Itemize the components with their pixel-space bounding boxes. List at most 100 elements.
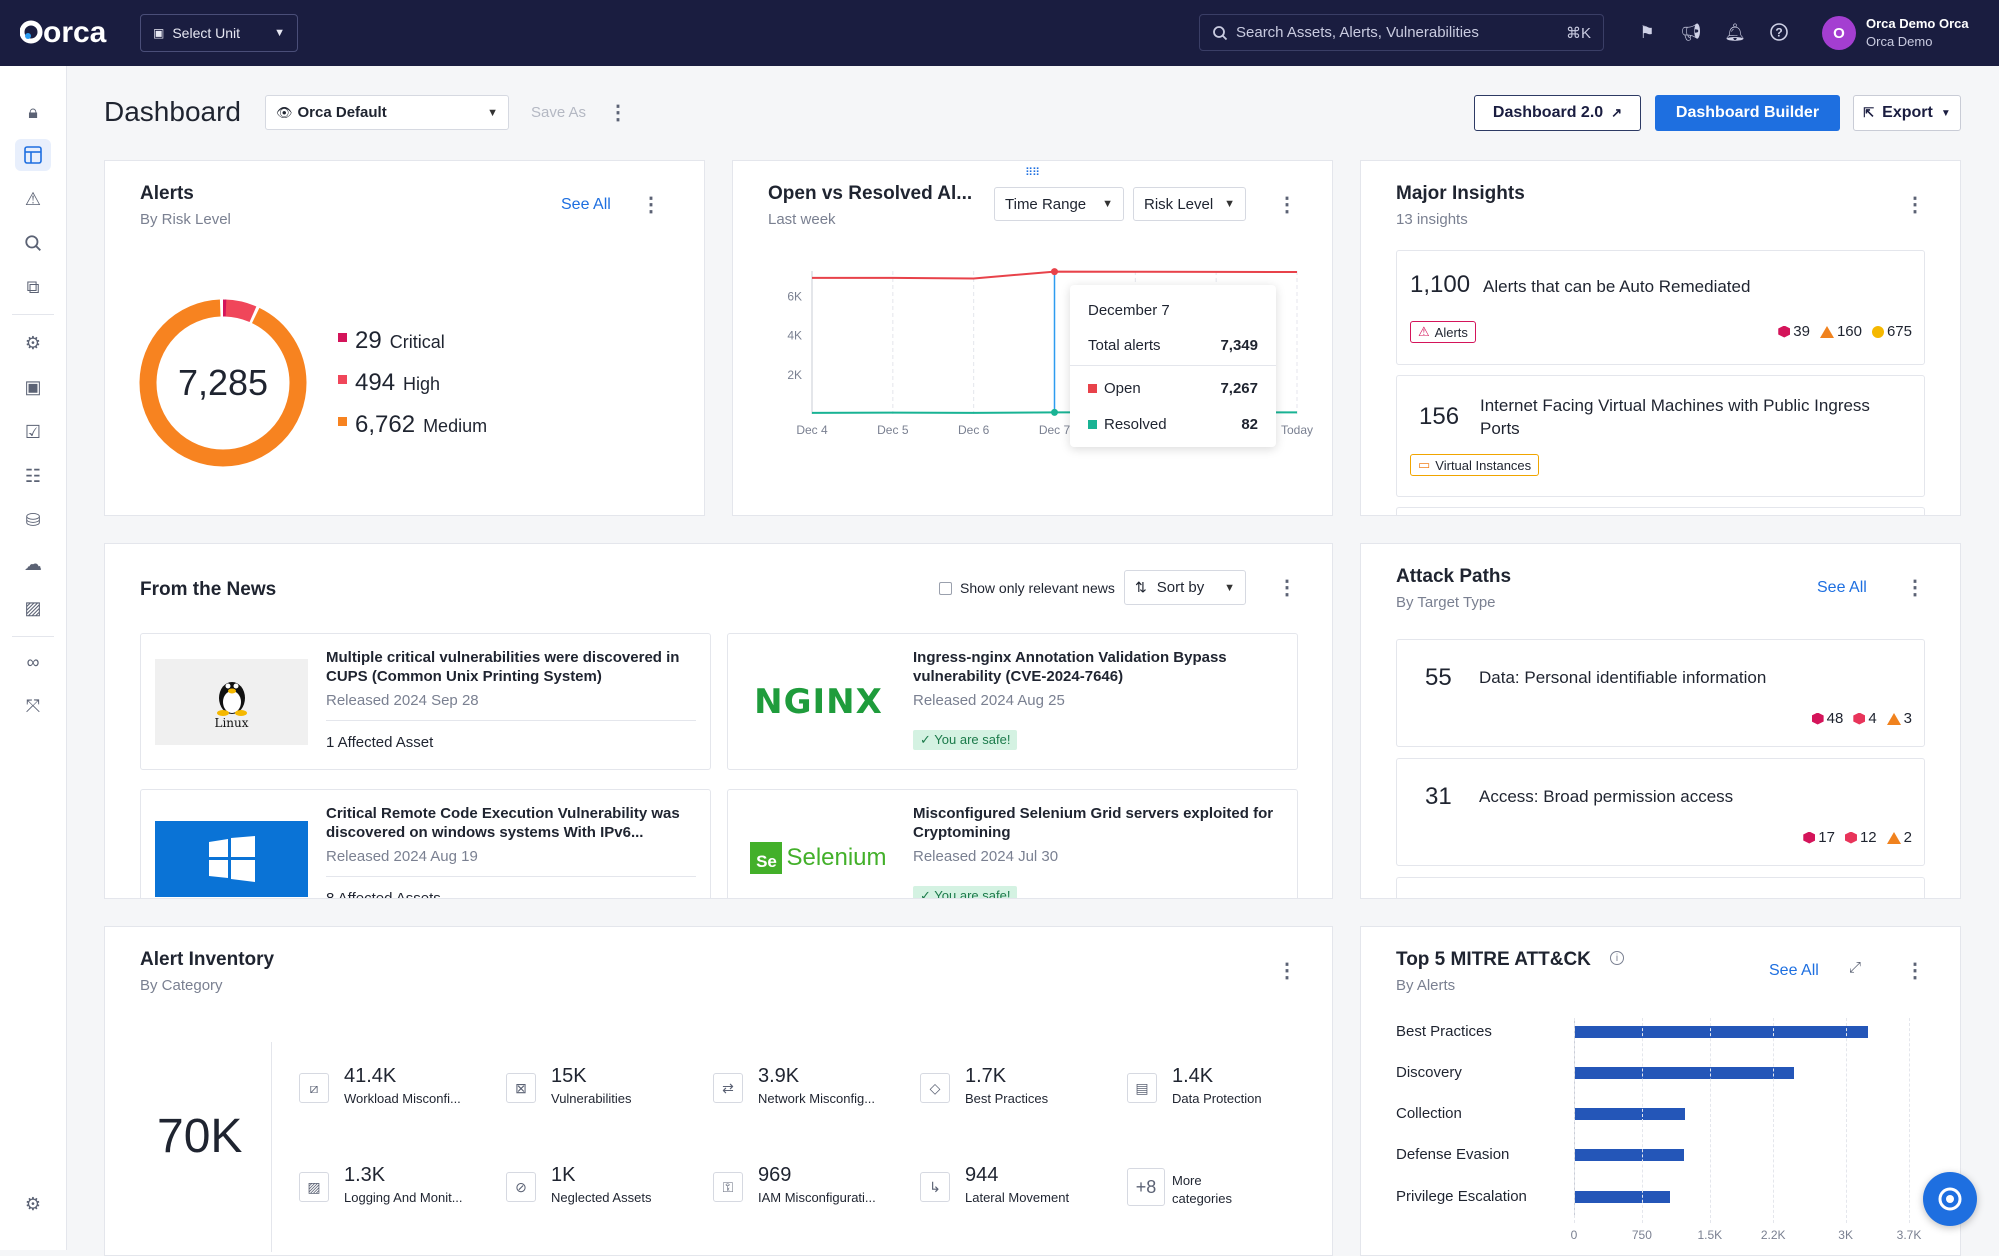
series-point-resolved[interactable]	[1051, 408, 1058, 416]
insight-item[interactable]	[1396, 507, 1925, 515]
alert-icon[interactable]: ⚠	[24, 188, 42, 209]
see-all-link[interactable]: See All	[1817, 579, 1867, 596]
insight-item[interactable]: 156 Internet Facing Virtual Machines wit…	[1396, 375, 1925, 497]
flag-icon[interactable]: ⚑	[1639, 23, 1655, 42]
insight-tag[interactable]: ▭ Virtual Instances	[1410, 454, 1540, 476]
card-more-icon[interactable]: ⋮	[641, 194, 661, 216]
card-more-icon[interactable]: ⋮	[1905, 577, 1925, 599]
database-icon[interactable]: ⛁	[25, 509, 41, 530]
network-icon: ⇄	[713, 1073, 743, 1103]
relevant-news-checkbox[interactable]	[939, 581, 952, 595]
global-search[interactable]: Search Assets, Alerts, Vulnerabilities ⌘…	[1199, 14, 1604, 51]
attack-path-item[interactable]: 55 Data: Personal identifiable informati…	[1396, 639, 1925, 747]
dashboard-icon[interactable]	[15, 139, 51, 171]
mitre-bar[interactable]	[1574, 1149, 1684, 1161]
news-title[interactable]: Misconfigured Selenium Grid servers expl…	[913, 805, 1274, 841]
see-all-link[interactable]: See All	[561, 196, 611, 213]
save-as-button[interactable]: Save As	[531, 104, 587, 121]
legend-value: 29	[355, 327, 382, 354]
mitre-bar[interactable]	[1574, 1108, 1686, 1120]
card-more-icon[interactable]: ⋮	[1905, 194, 1925, 216]
donut-slice-critical[interactable]	[139, 299, 307, 467]
category-item[interactable]: ▨ 1.3K Logging And Monit...	[299, 1164, 499, 1214]
dashboard-2-label: Dashboard 2.0	[1492, 104, 1604, 121]
card-more-icon[interactable]: ⋮	[1277, 577, 1297, 599]
unit-select[interactable]: ▣ Select Unit ▼	[140, 14, 298, 52]
drag-handle-icon[interactable]: ⠿⠿	[1025, 167, 1040, 179]
identity-icon[interactable]: ▨	[24, 597, 42, 618]
dashboard-2-button[interactable]: Dashboard 2.0 ↗	[1474, 95, 1641, 131]
time-range-select[interactable]: Time Range ▼	[994, 187, 1124, 221]
category-item[interactable]: ⧄ 41.4K Workload Misconfi...	[299, 1065, 499, 1115]
chat-assistant-button[interactable]	[1923, 1172, 1977, 1226]
graph-icon[interactable]: ⧉	[26, 276, 40, 297]
legend-critical[interactable]: 29 Critical	[338, 327, 445, 355]
affected-assets[interactable]: 1 Affected Asset	[326, 734, 434, 751]
card-more-icon[interactable]: ⋮	[1277, 960, 1297, 982]
news-item[interactable]: Linux Multiple critical vulnerabilities …	[140, 633, 711, 770]
news-title[interactable]: Multiple critical vulnerabilities were d…	[326, 649, 680, 685]
card-more-icon[interactable]: ⋮	[1277, 194, 1297, 216]
category-item[interactable]: ↳ 944 Lateral Movement	[920, 1164, 1120, 1214]
mitre-bar[interactable]	[1574, 1067, 1794, 1079]
mitre-bar[interactable]	[1574, 1026, 1869, 1038]
insight-tag[interactable]: ⚠ Alerts	[1410, 321, 1476, 343]
safe-label: You are safe!	[934, 732, 1011, 747]
info-icon[interactable]: i	[1610, 951, 1624, 965]
dashboard-builder-button[interactable]: Dashboard Builder	[1655, 95, 1840, 131]
expand-icon[interactable]: ⤢	[1849, 959, 1862, 976]
severity-critical: 39	[1778, 323, 1810, 340]
shift-left-icon[interactable]: ⤧	[25, 695, 41, 716]
attack-path-item[interactable]	[1396, 877, 1925, 898]
critical-icon	[1811, 712, 1824, 725]
news-item[interactable]: NGINX Ingress-nginx Annotation Validatio…	[727, 633, 1298, 770]
policy-icon[interactable]: ☷	[24, 465, 42, 486]
category-item[interactable]: ⇄ 3.9K Network Misconfig...	[713, 1065, 913, 1115]
export-button[interactable]: ⇱ Export ▼	[1853, 95, 1961, 131]
category-item[interactable]: ⚿ 969 IAM Misconfigurati...	[713, 1164, 913, 1214]
card-more-icon[interactable]: ⋮	[1905, 960, 1925, 982]
category-item[interactable]: ⊠ 15K Vulnerabilities	[506, 1065, 706, 1115]
sort-by-select[interactable]: ⇅ Sort by ▼	[1124, 570, 1246, 605]
checklist-icon[interactable]: ☑	[24, 421, 42, 442]
category-item[interactable]: ◇ 1.7K Best Practices	[920, 1065, 1120, 1115]
mitre-category-label: Discovery	[1396, 1064, 1462, 1081]
insight-item[interactable]: 1,100 Alerts that can be Auto Remediated…	[1396, 250, 1925, 365]
relevant-news-toggle[interactable]: Show only relevant news	[939, 580, 1115, 596]
news-title[interactable]: Ingress-nginx Annotation Validation Bypa…	[913, 649, 1227, 685]
attack-path-text: Access: Broad permission access	[1479, 787, 1734, 806]
integrations-icon[interactable]: ∞	[26, 651, 40, 672]
header-more-icon[interactable]: ⋮	[608, 102, 628, 124]
legend-high[interactable]: 494 High	[338, 369, 440, 397]
megaphone-icon[interactable]: 📢︎	[1680, 23, 1702, 42]
see-all-link[interactable]: See All	[1769, 962, 1819, 979]
bell-icon[interactable]: 🔔︎	[1724, 23, 1746, 42]
card-title: Alert Inventory	[140, 949, 275, 970]
legend-medium[interactable]: 6,762 Medium	[338, 411, 487, 439]
settings-icon[interactable]: ⚙	[24, 1193, 42, 1214]
mitre-category-label: Best Practices	[1396, 1023, 1492, 1040]
affected-assets[interactable]: 8 Affected Assets	[326, 890, 441, 899]
dashboard-view-select[interactable]: 👁︎ Orca Default ▼	[265, 95, 509, 130]
attack-path-item[interactable]: 31 Access: Broad permission access 17 12…	[1396, 758, 1925, 866]
tooltip-open-value: 7,267	[1220, 380, 1258, 397]
inventory-icon[interactable]: ▣	[24, 376, 42, 397]
user-name[interactable]: Orca Demo Orca	[1866, 16, 1969, 31]
search-icon[interactable]	[15, 227, 51, 259]
compliance-icon[interactable]: ⚙	[24, 332, 42, 353]
lock-icon[interactable]: 🔒︎	[28, 101, 38, 122]
series-point-open[interactable]	[1051, 268, 1058, 276]
news-item[interactable]: Se Selenium Misconfigured Selenium Grid …	[727, 789, 1298, 898]
help-icon[interactable]: ?	[1768, 22, 1790, 44]
orca-logo[interactable]: orca	[20, 12, 120, 52]
donut-slice-medium[interactable]	[139, 299, 307, 467]
category-item[interactable]: ▤ 1.4K Data Protection	[1127, 1065, 1327, 1115]
category-item[interactable]: ⊘ 1K Neglected Assets	[506, 1164, 706, 1214]
news-title[interactable]: Critical Remote Code Execution Vulnerabi…	[326, 805, 680, 841]
mitre-bar[interactable]	[1574, 1191, 1670, 1203]
news-item[interactable]: Windows Critical Remote Code Execution V…	[140, 789, 711, 899]
avatar[interactable]: O	[1822, 16, 1856, 50]
risk-level-select[interactable]: Risk Level ▼	[1133, 187, 1246, 221]
cloud-icon[interactable]: ☁	[24, 553, 42, 574]
